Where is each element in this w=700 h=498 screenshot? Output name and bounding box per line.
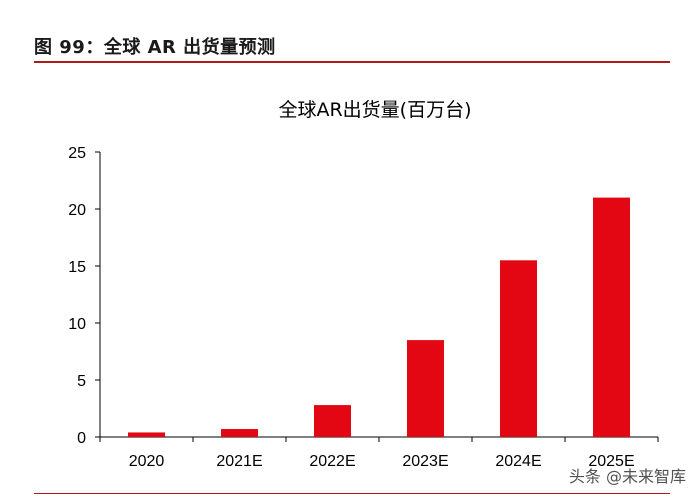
y-tick-label: 5: [77, 373, 86, 390]
top-divider: [34, 61, 670, 63]
x-tick-label: 2021E: [216, 453, 262, 470]
bar-2020: [128, 432, 165, 437]
chart-title: 全球AR出货量(百万台): [278, 99, 472, 121]
bottom-divider: [34, 493, 670, 494]
y-tick-label: 25: [68, 145, 86, 162]
x-tick-label: 2024E: [495, 453, 541, 470]
bar-2022E: [314, 405, 351, 437]
x-tick-label: 2023E: [402, 453, 448, 470]
x-tick-label: 2025E: [588, 453, 634, 470]
y-tick-label: 10: [68, 316, 86, 333]
y-tick-label: 15: [68, 259, 86, 276]
bar-2023E: [407, 340, 444, 437]
y-tick-label: 0: [77, 430, 86, 447]
bar-2025E: [593, 197, 630, 437]
y-tick-label: 20: [68, 202, 86, 219]
watermark: 头条 @未来智库: [568, 467, 686, 486]
x-tick-label: 2022E: [309, 453, 355, 470]
bar-2021E: [221, 429, 258, 437]
figure-title: 图 99：全球 AR 出货量预测: [34, 37, 276, 58]
x-tick-label: 2020: [129, 453, 165, 470]
chart-axes: [95, 151, 659, 442]
chart-bars: [128, 197, 630, 437]
chart-labels: 0 5 10 15 20 25 2020 2021E 2022E 2023E 2024E 2025E: [68, 145, 634, 470]
bar-2024E: [500, 260, 537, 437]
